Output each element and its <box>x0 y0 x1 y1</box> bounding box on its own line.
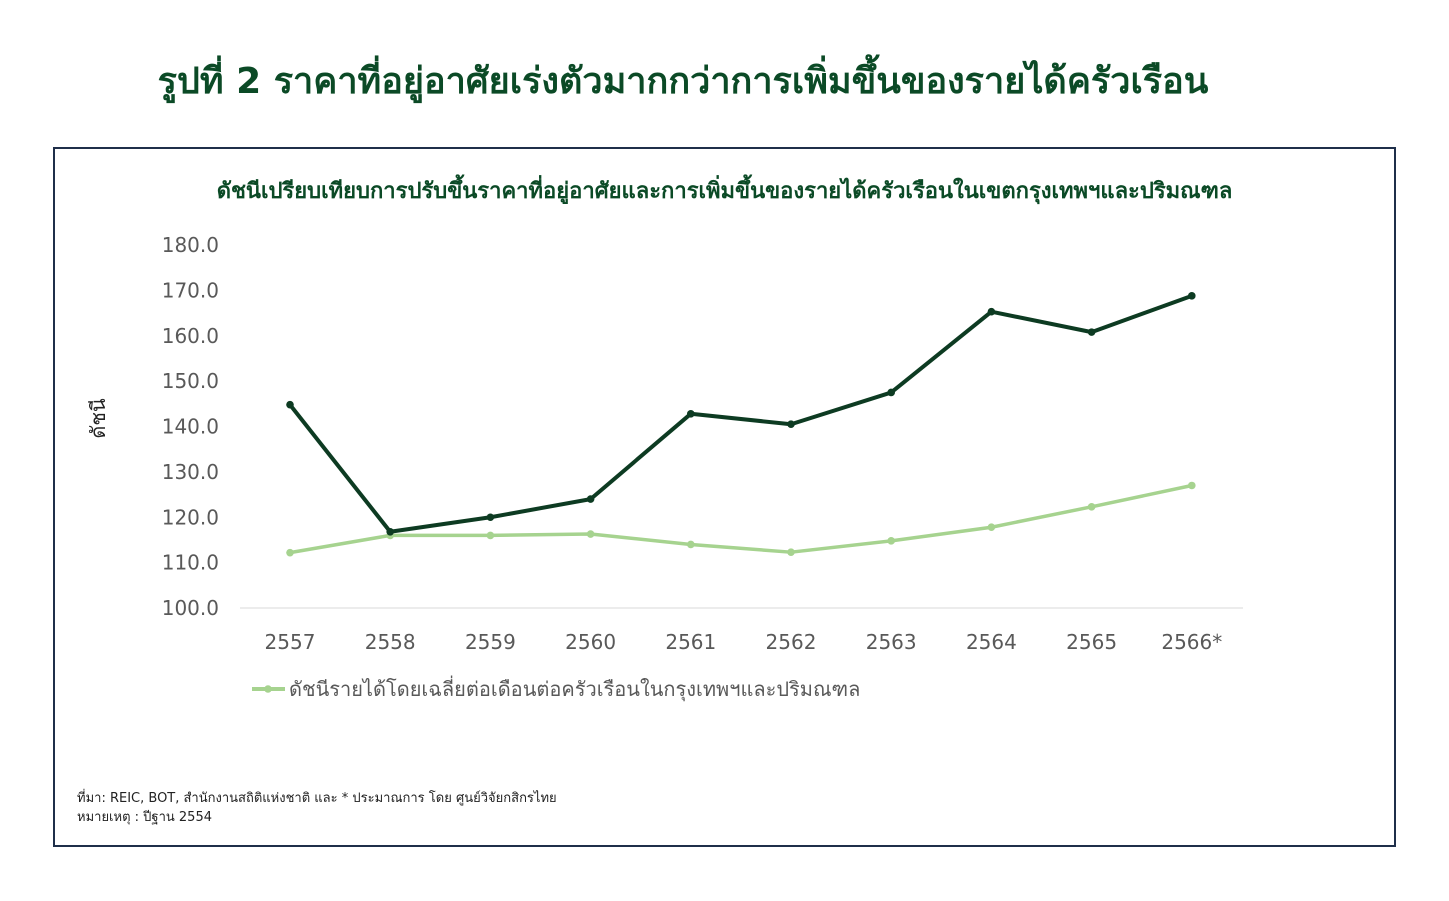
y-tick-label: 150.0 <box>162 369 219 393</box>
y-tick-label: 130.0 <box>162 460 219 484</box>
data-point <box>687 540 695 549</box>
data-point <box>987 307 996 316</box>
data-point <box>486 531 495 540</box>
figure-title: รูปที่ 2 ราคาที่อยู่อาศัยเร่งตัวมากกว่าก… <box>157 61 1209 102</box>
data-point <box>1188 292 1196 300</box>
chart-title: ดัชนีเปรียบเทียบการปรับขึ้นราคาที่อยู่อา… <box>216 179 1233 204</box>
y-axis-ticks: 100.0 110.0 120.0 130.0 140.0 150.0 160.0 170.0… <box>162 233 219 620</box>
data-point <box>987 523 996 532</box>
y-tick-label: 120.0 <box>162 505 219 529</box>
y-tick-label: 110.0 <box>162 551 219 575</box>
data-point <box>586 530 595 538</box>
x-tick-label: 2559 <box>465 630 516 654</box>
x-tick-label: 2564 <box>966 630 1017 654</box>
legend-swatch-marker <box>264 685 272 693</box>
data-point <box>286 548 294 557</box>
data-point <box>1087 328 1096 336</box>
legend: ดัชนีรายได้โดยเฉลี่ยต่อเดือนต่อครัวเรือน… <box>252 675 860 702</box>
data-point <box>286 400 294 409</box>
x-tick-label: 2562 <box>766 630 817 654</box>
series-2 <box>286 292 1196 536</box>
x-tick-label: 2565 <box>1066 630 1117 654</box>
line-chart: 100.0 110.0 120.0 130.0 140.0 150.0 160.0 170.0… <box>86 233 1243 702</box>
y-tick-label: 100.0 <box>162 596 219 620</box>
data-point <box>1087 503 1096 511</box>
x-tick-label: 2558 <box>365 630 416 654</box>
legend-item: ดัชนีรายได้โดยเฉลี่ยต่อเดือนต่อครัวเรือน… <box>252 675 860 702</box>
data-point <box>887 388 895 397</box>
x-tick-label: 2563 <box>866 630 917 654</box>
x-axis-ticks: 2557 2558 2559 2560 2561 2562 2563 2564 2565 2566… <box>265 630 1223 654</box>
x-tick-label: 2557 <box>265 630 316 654</box>
data-point <box>1188 481 1196 490</box>
y-tick-label: 140.0 <box>162 415 219 439</box>
data-point <box>687 409 695 418</box>
series-line <box>289 483 1193 555</box>
notes: ที่มา: REIC, BOT, สำนักงานสถิติแห่งชาติ … <box>77 789 557 827</box>
series-line <box>288 293 1193 534</box>
y-tick-label: 180.0 <box>162 233 219 257</box>
data-point <box>787 420 795 429</box>
y-tick-label: 160.0 <box>162 324 219 348</box>
legend-label: ดัชนีรายได้โดยเฉลี่ยต่อเดือนต่อครัวเรือน… <box>289 675 860 702</box>
y-axis-label: ดัชนี <box>86 398 110 439</box>
data-point <box>486 513 495 522</box>
data-point <box>386 527 395 536</box>
x-tick-label: 2566* <box>1161 630 1222 654</box>
x-tick-label: 2560 <box>565 630 616 654</box>
data-point <box>586 495 595 503</box>
data-point <box>787 548 795 556</box>
y-tick-label: 170.0 <box>162 278 219 302</box>
x-tick-label: 2561 <box>665 630 716 654</box>
series-layer <box>286 292 1196 557</box>
chart-frame: ดัชนีเปรียบเทียบการปรับขึ้นราคาที่อยู่อา… <box>53 147 1396 847</box>
source-note: ที่มา: REIC, BOT, สำนักงานสถิติแห่งชาติ … <box>77 791 557 806</box>
data-point <box>887 537 895 545</box>
base-year-note: หมายเหตุ : ปีฐาน 2554 <box>77 810 212 825</box>
series-1 <box>286 481 1196 557</box>
